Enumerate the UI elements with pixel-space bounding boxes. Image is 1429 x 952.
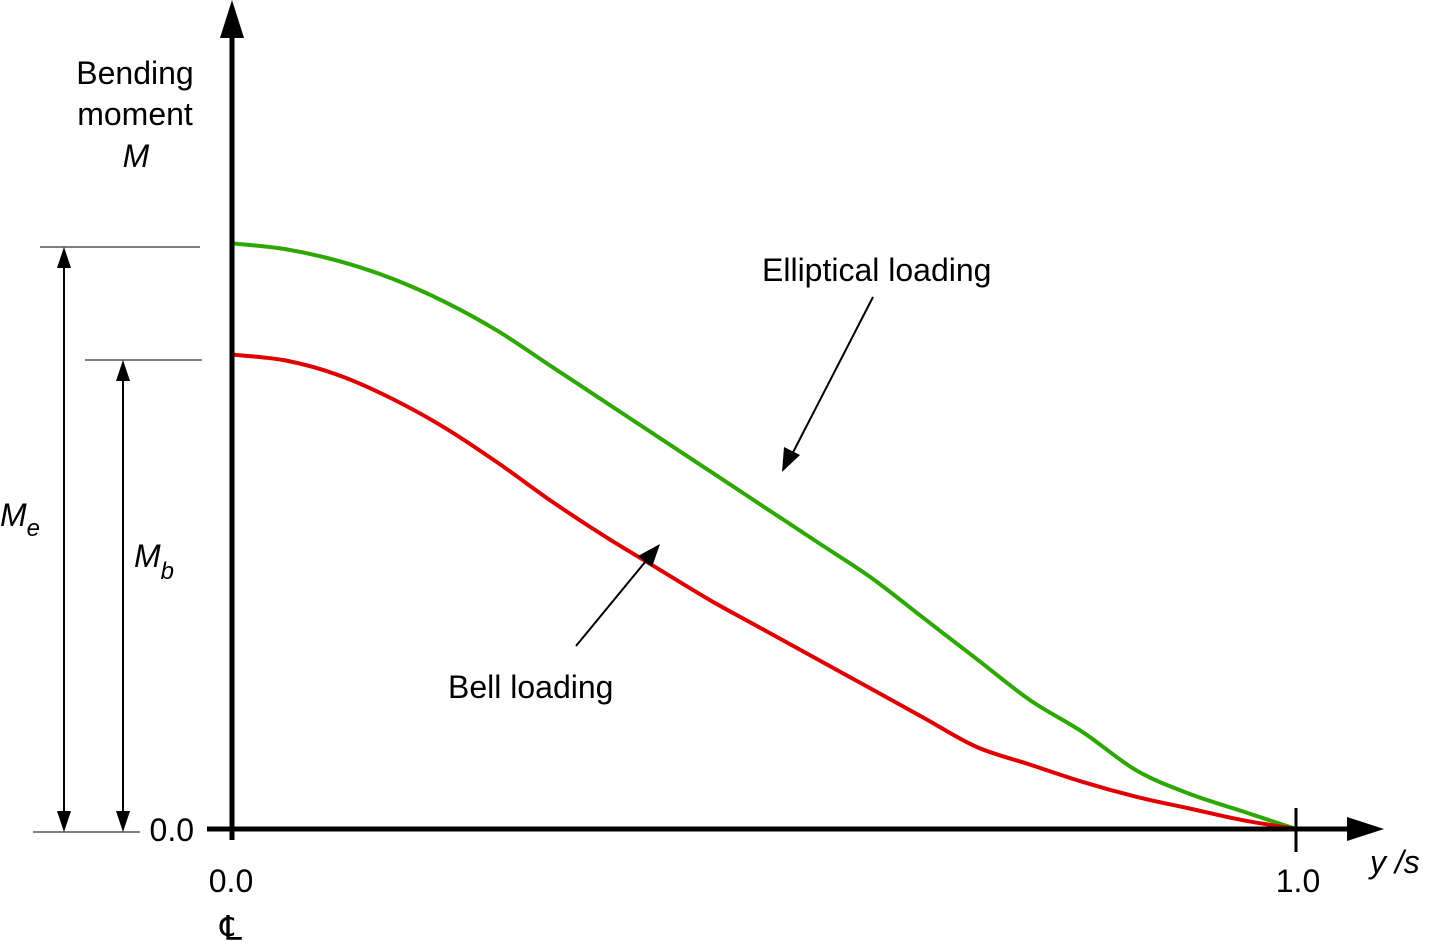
y-tick-label-0: 0.0 (150, 812, 194, 848)
mb-label: Mb (134, 538, 174, 585)
me-arrowhead-top (57, 247, 71, 268)
x-tick-label-0: 0.0 (209, 863, 253, 899)
y-axis-label-line-2: moment (77, 96, 193, 132)
bell-loading-curve (231, 352, 1297, 831)
me-label: Me (0, 497, 40, 542)
x-axis-label: y /s (1368, 844, 1420, 880)
y-axis-label-line-1: Bending (76, 55, 193, 91)
centerline-symbol: ℄ (219, 910, 242, 948)
mb-arrowhead-top (116, 360, 130, 381)
bell-pointer-arrow (575, 549, 656, 647)
x-axis-arrowhead (1347, 817, 1384, 841)
me-label-subscript: e (27, 515, 40, 542)
bell-pointer-arrowhead (638, 544, 660, 567)
mb-arrowhead-bottom (116, 811, 130, 832)
y-axis-label-symbol: M (123, 138, 150, 174)
x-tick-label-1: 1.0 (1276, 863, 1320, 899)
mb-label-symbol: M (134, 538, 161, 574)
mb-label-subscript: b (161, 558, 174, 585)
elliptical-loading-curve (231, 241, 1297, 831)
me-arrowhead-bottom (57, 811, 71, 832)
elliptical-pointer-arrowhead (782, 447, 800, 472)
y-axis-arrowhead (220, 0, 244, 38)
bell-loading-label: Bell loading (448, 669, 613, 705)
elliptical-pointer-arrow (785, 296, 874, 467)
elliptical-loading-label: Elliptical loading (762, 252, 991, 288)
me-label-symbol: M (0, 497, 27, 533)
